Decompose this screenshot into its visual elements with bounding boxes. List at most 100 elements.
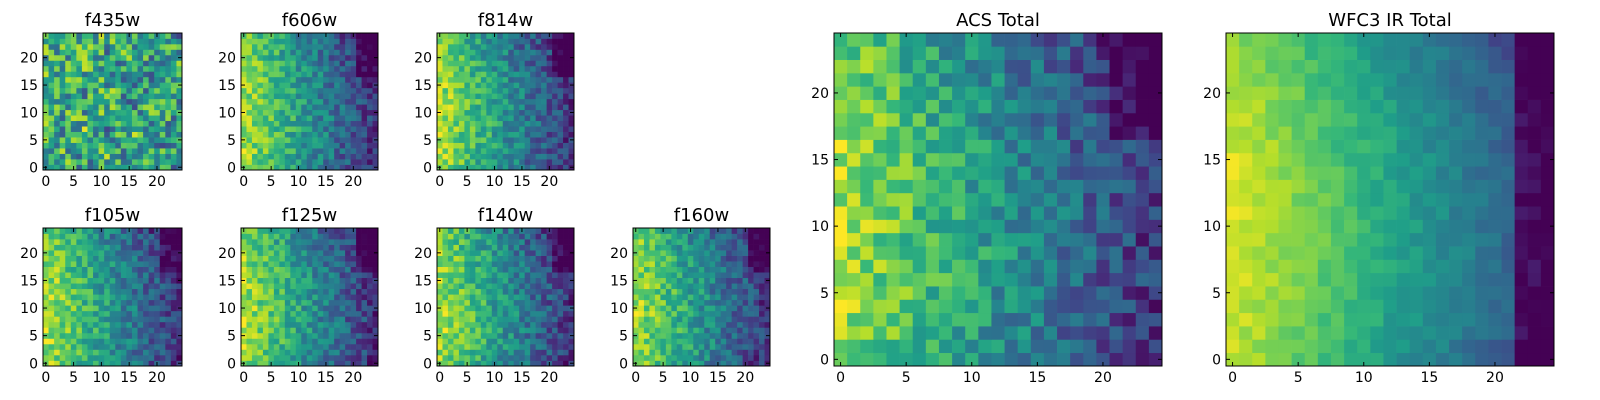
heatmap-cell xyxy=(93,43,99,50)
heatmap-cell xyxy=(356,261,362,267)
heatmap-cell xyxy=(317,288,324,295)
heatmap-cell xyxy=(447,321,454,328)
heatmap-cell xyxy=(508,294,515,301)
heatmap-cell xyxy=(638,360,645,367)
heatmap-cell xyxy=(262,310,269,317)
heatmap-cell xyxy=(530,109,536,116)
heatmap-cell xyxy=(131,283,138,290)
heatmap-cell xyxy=(1148,286,1163,300)
heatmap-cell xyxy=(367,316,373,323)
heatmap-cell xyxy=(502,228,509,234)
heatmap-cell xyxy=(284,233,291,240)
heatmap-cell xyxy=(535,305,542,312)
heatmap-cell xyxy=(469,87,476,94)
heatmap-cell xyxy=(104,233,111,240)
heatmap-cell xyxy=(345,43,351,50)
heatmap-cell xyxy=(453,277,460,284)
heatmap-cell xyxy=(437,343,443,350)
heatmap-cell xyxy=(87,327,94,334)
heatmap-cell xyxy=(486,299,493,306)
heatmap-cell xyxy=(726,332,732,339)
heatmap-cell xyxy=(339,126,346,132)
heatmap-cell xyxy=(886,312,900,327)
heatmap-cell xyxy=(295,332,302,339)
heatmap-cell xyxy=(486,164,493,171)
heatmap-cell xyxy=(81,109,88,116)
heatmap-cell xyxy=(834,206,848,220)
heatmap-cell xyxy=(1070,179,1084,194)
heatmap-cell xyxy=(115,104,122,111)
heatmap-cell xyxy=(93,354,99,361)
heatmap-cell xyxy=(301,38,308,45)
heatmap-cell xyxy=(93,109,99,116)
heatmap-cell xyxy=(1122,259,1137,274)
heatmap-cell xyxy=(361,360,368,367)
heatmap-cell xyxy=(317,109,324,116)
heatmap-cell xyxy=(475,250,482,256)
heatmap-cell xyxy=(251,115,258,122)
heatmap-cell xyxy=(1109,326,1123,340)
heatmap-cell xyxy=(301,153,308,160)
heatmap-cell xyxy=(508,43,515,50)
heatmap-cell xyxy=(131,33,138,39)
heatmap-cell xyxy=(530,120,536,127)
heatmap-cell xyxy=(1017,246,1032,260)
heatmap-cell xyxy=(764,316,771,323)
heatmap-cell xyxy=(899,206,914,220)
heatmap-cell xyxy=(170,93,177,100)
heatmap-cell xyxy=(295,65,302,72)
heatmap-cell xyxy=(530,338,536,345)
y-tick-label: 15 xyxy=(20,78,38,94)
heatmap-cell xyxy=(54,126,61,132)
heatmap-cell xyxy=(720,316,727,323)
heatmap-cell xyxy=(268,65,275,72)
heatmap-cell xyxy=(312,332,319,339)
heatmap-cell xyxy=(453,115,460,122)
heatmap-cell xyxy=(508,137,515,143)
heatmap-cell xyxy=(552,159,558,165)
heatmap-cell xyxy=(563,159,569,165)
heatmap-cell xyxy=(912,352,927,367)
heatmap-cell xyxy=(469,233,476,240)
heatmap-cell xyxy=(361,354,368,361)
heatmap-cell xyxy=(447,288,454,295)
heatmap-cell xyxy=(1057,299,1071,314)
heatmap-cell xyxy=(279,148,286,154)
heatmap-cell xyxy=(76,126,83,132)
heatmap-cell xyxy=(453,316,460,323)
heatmap-cell xyxy=(458,228,465,234)
heatmap-cell xyxy=(154,327,161,334)
heatmap-cell xyxy=(437,38,443,45)
heatmap-cell xyxy=(350,115,357,122)
heatmap-cell xyxy=(328,277,335,284)
heatmap-cell xyxy=(350,76,357,83)
heatmap-cell xyxy=(1083,219,1097,234)
heatmap-cell xyxy=(126,327,133,334)
heatmap-cell xyxy=(251,316,258,323)
heatmap-cell xyxy=(345,153,351,160)
heatmap-cell xyxy=(546,277,553,284)
heatmap-cell xyxy=(367,137,373,143)
heatmap-cell xyxy=(367,126,373,132)
heatmap-cell xyxy=(698,332,705,339)
heatmap-cell xyxy=(486,131,493,138)
heatmap-cell xyxy=(475,87,482,94)
heatmap-cell xyxy=(649,343,656,350)
heatmap-cell xyxy=(295,115,302,122)
heatmap-cell xyxy=(458,327,465,334)
heatmap-cell xyxy=(519,109,526,116)
heatmap-cell xyxy=(546,299,553,306)
heatmap-cell xyxy=(475,137,482,143)
heatmap-cell xyxy=(513,71,520,78)
heatmap-cell xyxy=(273,354,280,361)
heatmap-cell xyxy=(991,179,1005,194)
heatmap-cell xyxy=(687,343,694,350)
heatmap-cell xyxy=(170,98,177,105)
heatmap-cell xyxy=(295,316,302,323)
heatmap-cell xyxy=(356,137,362,143)
heatmap-cell xyxy=(737,255,743,262)
heatmap-cell xyxy=(557,316,564,323)
y-tick-label: 10 xyxy=(218,106,236,122)
heatmap-cell xyxy=(834,272,848,287)
heatmap-cell xyxy=(682,272,689,279)
